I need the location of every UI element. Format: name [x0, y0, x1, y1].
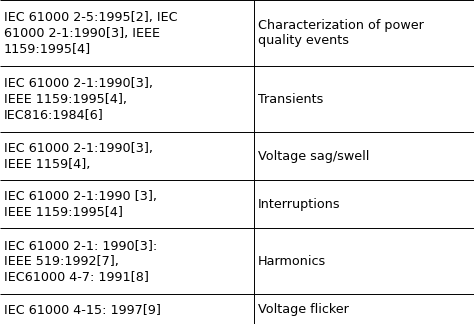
Text: IEC 61000 2-5:1995[2], IEC
61000 2-1:1990[3], IEEE
1159:1995[4]: IEC 61000 2-5:1995[2], IEC 61000 2-1:199…	[4, 11, 178, 55]
Text: Interruptions: Interruptions	[257, 198, 340, 211]
Text: Voltage sag/swell: Voltage sag/swell	[257, 150, 369, 163]
Text: Characterization of power
quality events: Characterization of power quality events	[257, 19, 423, 47]
Text: IEC 61000 2-1:1990 [3],
IEEE 1159:1995[4]: IEC 61000 2-1:1990 [3], IEEE 1159:1995[4…	[4, 190, 157, 218]
Text: Voltage flicker: Voltage flicker	[257, 303, 348, 316]
Text: IEC 61000 2-1: 1990[3]:
IEEE 519:1992[7],
IEC61000 4-7: 1991[8]: IEC 61000 2-1: 1990[3]: IEEE 519:1992[7]…	[4, 239, 157, 283]
Text: Transients: Transients	[257, 93, 323, 106]
Text: IEC 61000 2-1:1990[3],
IEEE 1159[4],: IEC 61000 2-1:1990[3], IEEE 1159[4],	[4, 142, 153, 170]
Text: IEC 61000 2-1:1990[3],
IEEE 1159:1995[4],
IEC816:1984[6]: IEC 61000 2-1:1990[3], IEEE 1159:1995[4]…	[4, 77, 153, 121]
Text: IEC 61000 4-15: 1997[9]: IEC 61000 4-15: 1997[9]	[4, 303, 161, 316]
Text: Harmonics: Harmonics	[257, 255, 326, 268]
